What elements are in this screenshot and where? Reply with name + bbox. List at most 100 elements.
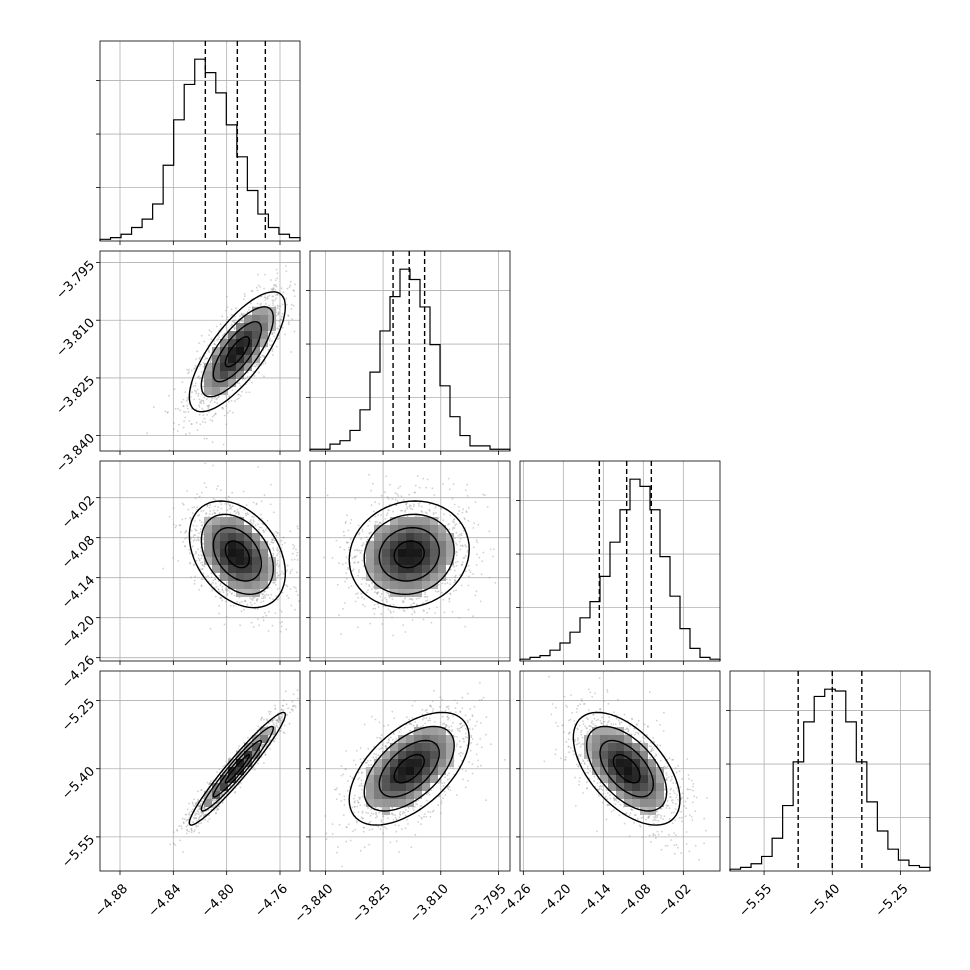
sample-point	[464, 544, 467, 547]
sample-point	[279, 318, 282, 321]
sample-point	[238, 602, 241, 604]
density-cell	[244, 581, 252, 589]
sample-point	[467, 506, 470, 509]
sample-point	[361, 596, 363, 598]
sample-point	[190, 576, 192, 579]
sample-point	[343, 548, 346, 551]
sample-point	[282, 731, 285, 734]
sample-point	[198, 342, 201, 344]
density-cell	[252, 565, 260, 573]
density-cell	[220, 371, 228, 379]
sample-point	[257, 284, 260, 287]
density-cell	[244, 315, 252, 323]
sample-point	[224, 588, 227, 591]
sample-point	[223, 454, 225, 456]
sample-point	[422, 602, 424, 604]
sample-point	[279, 305, 282, 308]
sample-point	[293, 545, 296, 548]
sample-point	[415, 597, 418, 600]
sample-point	[243, 600, 246, 603]
sample-point	[226, 306, 229, 308]
density-cell	[220, 387, 228, 395]
sample-point	[197, 392, 200, 395]
sample-point	[181, 518, 184, 521]
sample-point	[192, 563, 195, 566]
sample-point	[254, 362, 256, 365]
sample-point	[186, 399, 188, 402]
sample-point	[274, 581, 276, 584]
sample-point	[273, 284, 276, 287]
sample-point	[187, 407, 189, 410]
sample-point	[194, 575, 197, 578]
density-cell	[236, 517, 244, 525]
sample-point	[279, 609, 281, 611]
sample-point	[365, 536, 368, 539]
density-cell	[260, 339, 268, 347]
sample-point	[456, 560, 459, 563]
sample-point	[221, 315, 224, 318]
sample-point	[424, 591, 427, 593]
sample-point	[464, 625, 467, 628]
sample-point	[303, 294, 305, 296]
sample-point	[197, 548, 199, 551]
sample-point	[271, 539, 274, 542]
density-cell	[236, 339, 244, 347]
density-cell	[236, 363, 244, 371]
sample-point	[298, 600, 300, 603]
sample-point	[188, 432, 191, 435]
sample-point	[201, 407, 204, 410]
sample-point	[205, 437, 208, 440]
sample-point	[376, 591, 379, 594]
sample-point	[194, 382, 197, 385]
sample-point	[203, 482, 206, 484]
sample-point	[454, 561, 457, 564]
sample-point	[481, 560, 484, 563]
sample-point	[282, 536, 285, 539]
sample-point	[404, 597, 406, 600]
sample-point	[368, 520, 371, 523]
density-cell	[212, 525, 220, 533]
sample-point	[167, 411, 169, 413]
density-cell	[414, 533, 422, 541]
sample-point	[183, 420, 186, 423]
sample-point	[279, 621, 282, 624]
sample-point	[189, 552, 191, 555]
sample-point	[239, 507, 242, 509]
histogram-0	[99, 58, 301, 241]
density-cell	[382, 549, 390, 557]
density-cell	[212, 565, 220, 573]
sample-point	[276, 726, 279, 729]
sample-point	[289, 572, 292, 575]
sample-point	[408, 506, 411, 508]
sample-point	[182, 541, 185, 543]
sample-point	[199, 423, 202, 426]
sample-point	[368, 584, 370, 586]
sample-point	[197, 536, 200, 538]
density-cell	[366, 549, 374, 557]
density-cell	[446, 533, 454, 541]
sample-point	[197, 790, 199, 793]
sample-point	[209, 504, 212, 506]
density-cell	[236, 525, 244, 533]
density-cell	[228, 525, 236, 533]
density-cell	[244, 541, 252, 549]
sample-point	[198, 559, 201, 562]
sample-point	[278, 334, 281, 337]
sample-point	[240, 312, 243, 315]
sample-point	[267, 332, 270, 335]
sample-point	[413, 602, 416, 605]
sample-point	[227, 499, 230, 502]
density-cell	[406, 525, 414, 533]
sample-point	[264, 362, 267, 365]
density-cell	[260, 541, 268, 549]
sample-point	[287, 314, 290, 317]
sample-point	[195, 539, 198, 542]
sample-point	[448, 600, 451, 603]
density-cell	[430, 557, 438, 565]
sample-point	[257, 618, 259, 620]
sample-point	[351, 557, 354, 559]
density-cell	[228, 363, 236, 371]
sample-point	[278, 550, 281, 553]
sample-point	[228, 395, 231, 398]
sample-point	[306, 612, 308, 614]
